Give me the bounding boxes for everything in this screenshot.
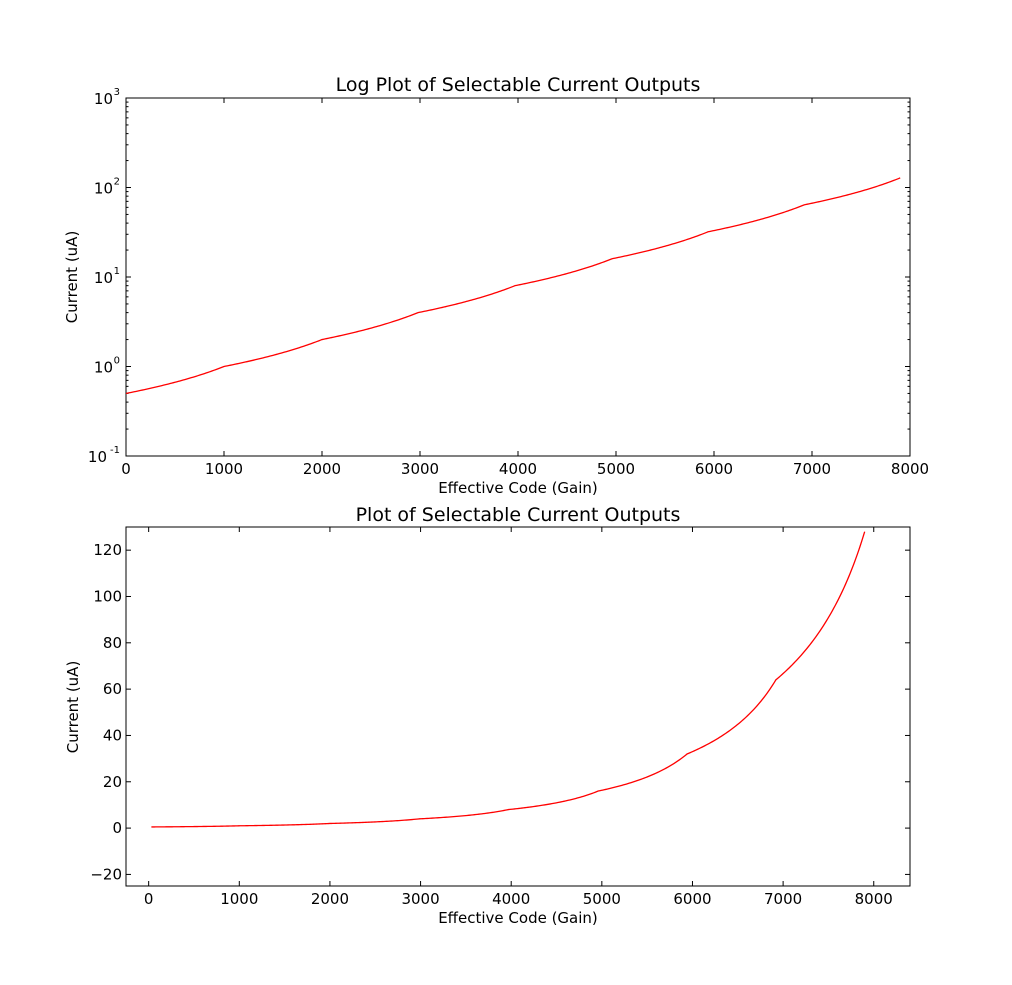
log-chart-y-tick-base: 10: [94, 180, 113, 198]
linear-chart-x-tick-label: 6000: [673, 890, 711, 908]
linear-chart-y-tick-label: 20: [103, 773, 122, 791]
log-chart-y-tick-exponent: -1: [110, 445, 120, 456]
log-chart-x-tick-label: 6000: [695, 460, 733, 478]
log-chart-y-tick-base: 10: [88, 448, 107, 466]
log-chart-x-tick-label: 4000: [499, 460, 537, 478]
linear-chart-y-tick-label: 120: [93, 541, 122, 559]
log-chart-y-tick-base: 10: [94, 359, 113, 377]
log-chart-y-tick-exponent: 3: [114, 87, 120, 98]
linear-chart-y-tick-label: 0: [112, 819, 122, 837]
linear-chart-y-tick-label: 60: [103, 680, 122, 698]
log-chart: Log Plot of Selectable Current Outputs E…: [63, 74, 929, 497]
linear-chart-y-tick-label: 80: [103, 634, 122, 652]
linear-chart-y-tick-label: 40: [103, 726, 122, 744]
log-chart-x-tick-label: 3000: [401, 460, 439, 478]
log-chart-x-tick-label: 0: [121, 460, 131, 478]
log-chart-y-tick-base: 10: [94, 269, 113, 287]
log-chart-y-tick-label: -110: [88, 445, 120, 466]
log-chart-x-tick-label: 8000: [891, 460, 929, 478]
linear-chart-x-tick-label: 8000: [855, 890, 893, 908]
linear-chart-x-tick-label: 7000: [764, 890, 802, 908]
linear-chart-x-tick-label: 5000: [583, 890, 621, 908]
log-chart-x-axis-label: Effective Code (Gain): [438, 479, 598, 497]
linear-chart-x-tick-label: 0: [144, 890, 154, 908]
log-chart-y-tick-label: 310: [94, 87, 120, 108]
log-chart-y-tick-exponent: 2: [114, 177, 120, 188]
log-chart-series-line: [126, 177, 901, 395]
log-chart-x-tick-label: 1000: [205, 460, 243, 478]
linear-chart-x-tick-label: 2000: [311, 890, 349, 908]
linear-chart-series-line: [151, 531, 866, 828]
linear-chart-x-tick-label: 3000: [401, 890, 439, 908]
log-chart-y-tick-exponent: 1: [114, 266, 120, 277]
log-chart-title: Log Plot of Selectable Current Outputs: [336, 74, 701, 96]
log-chart-x-tick-label: 7000: [793, 460, 831, 478]
log-chart-y-axis-label: Current (uA): [63, 231, 81, 324]
log-chart-y-tick-exponent: 0: [114, 356, 120, 367]
log-chart-x-tick-label: 5000: [597, 460, 635, 478]
linear-chart-y-tick-label: 100: [93, 587, 122, 605]
log-chart-x-tick-label: 2000: [303, 460, 341, 478]
linear-chart-title: Plot of Selectable Current Outputs: [356, 504, 681, 526]
linear-chart-y-axis-label: Current (uA): [64, 661, 82, 754]
log-chart-y-tick-label: 210: [94, 177, 120, 198]
linear-chart-x-tick-label: 4000: [492, 890, 530, 908]
log-chart-y-tick-base: 10: [94, 90, 113, 108]
linear-chart-y-tick-label: −20: [90, 865, 122, 883]
log-chart-y-tick-label: 110: [94, 266, 120, 287]
linear-chart-x-tick-label: 1000: [220, 890, 258, 908]
linear-chart-x-axis-label: Effective Code (Gain): [438, 909, 598, 927]
linear-chart: Plot of Selectable Current Outputs Effec…: [64, 504, 911, 927]
linear-chart-plot-frame: [125, 526, 911, 887]
log-chart-y-tick-label: 010: [94, 356, 120, 377]
